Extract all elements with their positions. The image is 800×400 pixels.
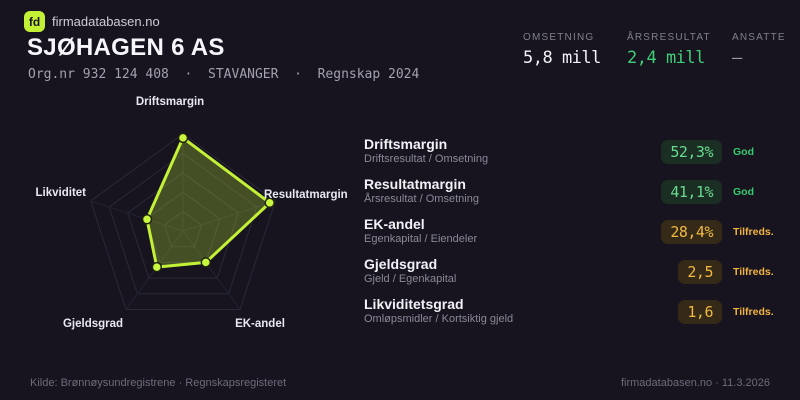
metric-formula: Gjeld / Egenkapital bbox=[364, 273, 457, 286]
metric-value-badge: 41,1% bbox=[661, 180, 722, 204]
brand-site-name: firmadatabasen.no bbox=[52, 14, 160, 29]
metric-value-badge: 1,6 bbox=[678, 300, 722, 324]
metric-name: Resultatmargin bbox=[364, 176, 466, 193]
radar-axis-label: Driftsmargin bbox=[135, 96, 205, 108]
radar-axis-label: EK-andel bbox=[235, 318, 285, 330]
stat-value: 2,4 mill bbox=[627, 48, 705, 68]
metric-value-cell: 52,3% God bbox=[661, 140, 781, 164]
metric-formula: Driftsresultat / Omsetning bbox=[364, 153, 489, 166]
metric-row: EK-andel Egenkapital / Eiendeler 28,4% T… bbox=[364, 216, 781, 248]
metric-text: Resultatmargin Årsresultat / Omsetning bbox=[364, 176, 479, 207]
metric-value-cell: 2,5 Tilfreds. bbox=[678, 260, 781, 284]
stat-value: – bbox=[732, 48, 742, 68]
stat-value: 5,8 mill bbox=[523, 48, 601, 68]
site-date: firmadatabasen.no · 11.3.2026 bbox=[620, 377, 770, 389]
org-info-line: Org.nr 932 124 408 · STAVANGER · Regnska… bbox=[28, 67, 420, 82]
radar-axis-label: Gjeldsgrad bbox=[62, 318, 124, 330]
footer: Kilde: Brønnøysundregistrene · Regnskaps… bbox=[30, 377, 770, 389]
company-name: SJØHAGEN 6 AS bbox=[27, 34, 225, 61]
metric-name: Likviditetsgrad bbox=[364, 296, 464, 313]
metric-status: God bbox=[733, 146, 754, 158]
stat-label: OMSETNING bbox=[523, 32, 595, 43]
metric-row: Driftsmargin Driftsresultat / Omsetning … bbox=[364, 136, 781, 168]
metric-name: Driftsmargin bbox=[364, 136, 448, 153]
metric-name: EK-andel bbox=[364, 216, 425, 233]
metric-row: Gjeldsgrad Gjeld / Egenkapital 2,5 Tilfr… bbox=[364, 256, 781, 288]
source-note: Kilde: Brønnøysundregistrene · Regnskaps… bbox=[30, 377, 287, 389]
metric-value-badge: 2,5 bbox=[678, 260, 722, 284]
metrics-list: Driftsmargin Driftsresultat / Omsetning … bbox=[364, 136, 781, 336]
metric-value-badge: 28,4% bbox=[661, 220, 722, 244]
brand: fd firmadatabasen.no bbox=[24, 11, 160, 32]
stat-col: OMSETNING 5,8 mill bbox=[523, 32, 601, 68]
metric-value-cell: 1,6 Tilfreds. bbox=[678, 300, 781, 324]
metric-text: Driftsmargin Driftsresultat / Omsetning bbox=[364, 136, 488, 167]
stat-col: ANSATTE – bbox=[732, 32, 786, 68]
metric-name: Gjeldsgrad bbox=[364, 256, 438, 273]
metric-status: Tilfreds. bbox=[733, 226, 774, 238]
metric-value-badge: 52,3% bbox=[661, 140, 722, 164]
metric-value-cell: 41,1% God bbox=[661, 180, 781, 204]
metric-text: Gjeldsgrad Gjeld / Egenkapital bbox=[364, 256, 456, 287]
metric-value-cell: 28,4% Tilfreds. bbox=[661, 220, 781, 244]
metric-formula: Omløpsmidler / Kortsiktig gjeld bbox=[364, 313, 514, 326]
metric-status: Tilfreds. bbox=[733, 266, 774, 278]
metric-status: God bbox=[733, 186, 754, 198]
stat-label: ÅRSRESULTAT bbox=[627, 32, 711, 43]
metric-row: Likviditetsgrad Omløpsmidler / Kortsikti… bbox=[364, 296, 781, 328]
metric-formula: Egenkapital / Eiendeler bbox=[364, 233, 478, 246]
radar-axis-label: Likviditet bbox=[35, 187, 86, 199]
metric-row: Resultatmargin Årsresultat / Omsetning 4… bbox=[364, 176, 781, 208]
metric-status: Tilfreds. bbox=[733, 306, 774, 318]
metric-formula: Årsresultat / Omsetning bbox=[364, 193, 479, 206]
metric-text: EK-andel Egenkapital / Eiendeler bbox=[364, 216, 477, 247]
metric-text: Likviditetsgrad Omløpsmidler / Kortsikti… bbox=[364, 296, 513, 327]
stat-label: ANSATTE bbox=[732, 32, 786, 43]
firmadatabasen-logo-icon: fd bbox=[24, 11, 45, 32]
radar-axis-label: Resultatmargin bbox=[264, 189, 348, 201]
stat-col: ÅRSRESULTAT 2,4 mill bbox=[627, 32, 711, 68]
